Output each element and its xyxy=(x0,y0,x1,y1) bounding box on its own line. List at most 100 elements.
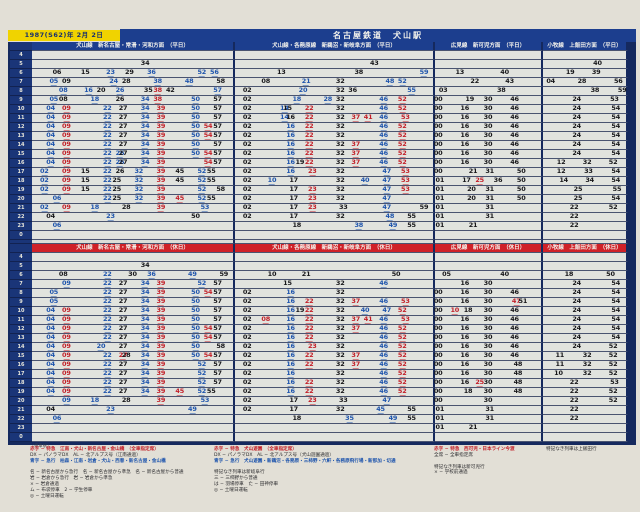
minute-value: 10 xyxy=(267,177,277,184)
minute-value: 57 xyxy=(213,361,222,368)
minute-value: 22 xyxy=(102,325,112,332)
panel-cell: 34 xyxy=(32,262,235,271)
minute-value: 50 xyxy=(391,271,401,278)
minute-value: 15 xyxy=(283,280,292,287)
minute-value: 02 xyxy=(242,177,252,184)
minute-value: 00 xyxy=(433,159,443,166)
panel-cell: 04 09 22 27 34 39 50 54 57 xyxy=(32,325,235,334)
minute-value: 31 xyxy=(485,168,494,175)
hour-label: 16 xyxy=(10,159,32,168)
minute-value: 02 xyxy=(242,343,252,350)
minute-value: 30 xyxy=(483,96,493,103)
panel-cell: 02 17 23 33 47 xyxy=(235,397,435,406)
hour-row: 17 04 09 22 27 34 39 52 57 02 16 32 46 52 00 16 30 48 10 32… xyxy=(10,370,634,379)
minute-value: 52 xyxy=(197,177,207,184)
minute-value: 46 xyxy=(510,150,519,157)
minute-value: 30 xyxy=(128,271,137,278)
minute-value: 16 xyxy=(286,298,295,305)
panel-cell: 00 16 30 46 xyxy=(434,150,543,159)
minute-value: 57 xyxy=(213,316,222,323)
minute-value: 40 xyxy=(593,60,602,67)
minute-value: 54 xyxy=(611,114,621,121)
minute-value: 22 xyxy=(102,271,112,278)
minute-value: 43 xyxy=(369,60,379,67)
minute-value: 32 xyxy=(134,168,144,175)
minute-value: 39 xyxy=(156,150,166,157)
hour-row: 16 04 09 22 27 34 39 52 57 02 16 22 32 37 46 52 00 16 30 48… xyxy=(10,361,634,370)
minute-value: 30 xyxy=(483,105,493,112)
minute-value: 57 xyxy=(213,96,222,103)
minute-value: 22 xyxy=(102,123,112,130)
minute-value: 39 xyxy=(156,159,166,166)
minute-value: 37 xyxy=(351,298,361,305)
minute-value: 46 xyxy=(510,105,519,112)
panel-cell: 05 22 27 34 39 50 57 xyxy=(32,298,235,307)
panel-cell: 24 54 xyxy=(543,316,628,325)
hour-label: 6 xyxy=(10,69,32,78)
panel-cell: 02 09 15 22 25 32 39 52 58 xyxy=(32,186,235,195)
minute-value: 09 xyxy=(62,325,71,332)
minute-value: 53 xyxy=(401,168,410,175)
minute-value: 32 xyxy=(134,177,144,184)
panel-cell: 04 09 20 27 34 39 50 58 xyxy=(32,343,235,352)
minute-value: 34 xyxy=(140,316,150,323)
minute-value: 33 xyxy=(338,204,348,211)
minute-value: 54 xyxy=(203,150,213,157)
legend-line: × − 学校前通過 xyxy=(434,470,468,476)
minute-value: 22 xyxy=(569,415,579,422)
minute-value: 27 xyxy=(118,316,128,323)
minute-value: 16 xyxy=(460,370,470,377)
panel-cell xyxy=(32,253,235,262)
minute-value: 22 xyxy=(569,406,579,413)
panel-cell: 00 16 30 46 xyxy=(434,343,543,352)
top-bar: 1987(S62)年 2月 2日 名古屋鉄道 犬山駅 xyxy=(8,29,636,42)
minute-value: 50 xyxy=(606,271,615,278)
minute-value: 00 xyxy=(433,105,443,112)
minute-value: 21 xyxy=(301,78,311,85)
minute-value: 31 xyxy=(485,406,494,413)
minute-value: 36 xyxy=(493,177,503,184)
minute-value: 32 xyxy=(582,159,592,166)
panel-cell: 02 16 22 32 37 46 53 xyxy=(235,298,435,307)
panel-cell: 02 16 22 32 37 46 52 xyxy=(235,141,435,150)
minute-value: 30 xyxy=(483,132,493,139)
panel-cell: 00 16 30 46 xyxy=(434,316,543,325)
minute-value: 32 xyxy=(335,87,345,94)
minute-value: 23 xyxy=(106,406,115,413)
panel-cell: 02 16 22 32 46 52 xyxy=(235,334,435,343)
minute-value: 46 xyxy=(510,316,519,323)
minute-value: 04 xyxy=(46,213,55,220)
minute-value: 00 xyxy=(433,307,443,314)
minute-value: 16 xyxy=(286,114,295,121)
hour-row: 13 04 09 22 27 34 39 50 54 57 02 16 22 32 46 52 00 16 30 46… xyxy=(10,334,634,343)
minute-value: 17 xyxy=(462,177,471,184)
minute-value: 57 xyxy=(213,370,222,377)
hour-label: 4 xyxy=(10,51,32,60)
minute-value: 23 xyxy=(106,213,115,220)
panel-cell: 22 xyxy=(543,415,628,424)
panel-cell: 40 xyxy=(543,60,628,69)
legend-komaki-line: 特記なき列車は上飯田行 xyxy=(546,447,636,453)
minute-value: 30 xyxy=(483,316,493,323)
minute-value: 53 xyxy=(200,397,210,404)
minute-value: 46 xyxy=(379,114,388,121)
minute-value: 32 xyxy=(335,379,345,386)
panel-cell: 02 10 17 32 40 47 53 xyxy=(235,177,435,186)
hour-label: 18 xyxy=(10,379,32,388)
minute-value: 32 xyxy=(335,361,345,368)
minute-value: 16 xyxy=(286,159,295,166)
hour-label: 11 xyxy=(10,114,32,123)
minute-value: 59 xyxy=(419,69,429,76)
minute-value: 54 xyxy=(203,132,213,139)
minute-value: 30 xyxy=(483,289,493,296)
panel-cell: 00 16 30 46 xyxy=(434,325,543,334)
minute-value: 32 xyxy=(335,289,345,296)
minute-value: 32 xyxy=(335,388,345,395)
minute-value: 18 xyxy=(90,204,100,211)
minute-value: 22 xyxy=(102,379,112,386)
minute-value: 09 xyxy=(62,334,71,341)
minute-value: 28 xyxy=(323,96,333,103)
minute-value: 53 xyxy=(610,96,619,103)
minute-value: 32 xyxy=(134,195,144,202)
panel-cell: 00 18 30 48 xyxy=(434,388,543,397)
